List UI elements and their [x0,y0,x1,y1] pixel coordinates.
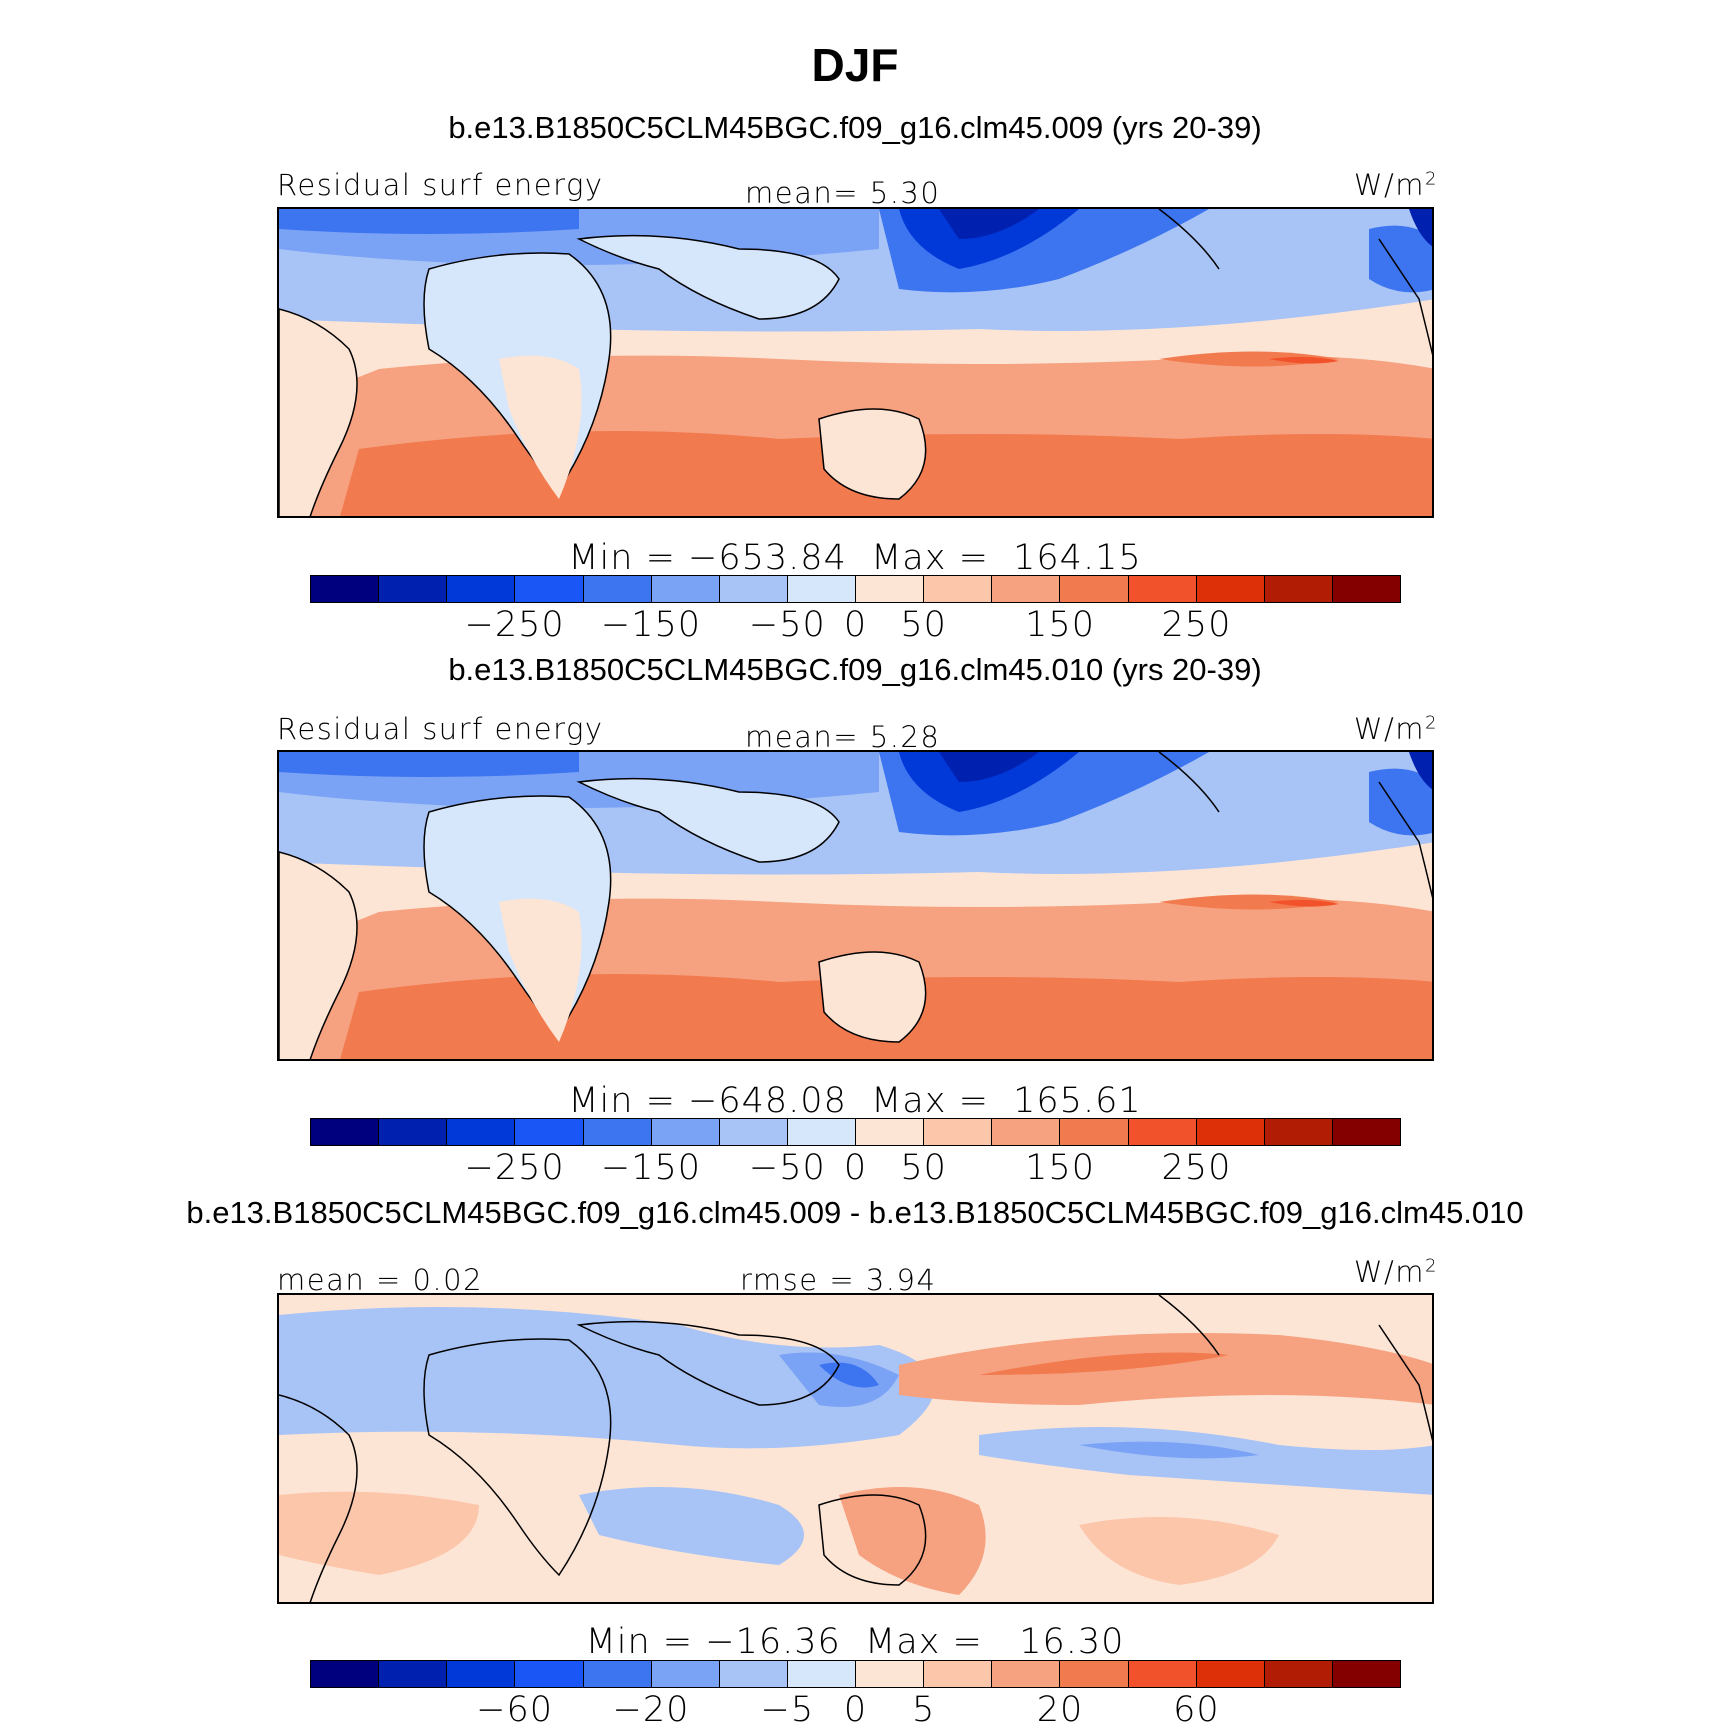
colorbar-1-segment [1060,576,1129,602]
colorbar-2-segment [379,1119,448,1145]
colorbar-2-tick-label: 150 [1025,1148,1095,1188]
colorbar-3-tick-label: 0 [843,1690,868,1730]
panel-1-title: b.e13.B1850C5CLM45BGC.f09_g16.clm45.009 … [448,110,1262,145]
panel-2-variable-label: Residual surf energy [277,712,604,746]
panel-3-colorbar [310,1660,1401,1688]
colorbar-3-segment [1196,1661,1265,1687]
colorbar-3-segment [447,1661,516,1687]
colorbar-3-segment [719,1661,788,1687]
colorbar-2-segment [651,1119,720,1145]
colorbar-2-tick-label: 0 [843,1148,868,1188]
panel-3-rmse-label: rmse = 3.94 [740,1263,937,1297]
colorbar-2-segment [311,1119,380,1145]
colorbar-1-segment [856,576,925,602]
colorbar-2-tick-label: −150 [600,1148,702,1188]
colorbar-2-tick-label: −50 [748,1148,826,1188]
panel-2-unit-label: W/m2 [1353,712,1438,746]
panel-2-colorbar [310,1118,1401,1146]
colorbar-3-segment [1264,1661,1333,1687]
colorbar-1-segment [1264,576,1333,602]
colorbar-2-segment [1128,1119,1197,1145]
colorbar-3-tick-label: −20 [612,1690,690,1730]
colorbar-1-segment [1332,576,1400,602]
colorbar-3-segment [1128,1661,1197,1687]
colorbar-2-segment [1060,1119,1129,1145]
colorbar-3-segment [787,1661,856,1687]
panel-3-unit-label: W/m2 [1353,1255,1438,1289]
panel-3-map [277,1293,1434,1604]
colorbar-3-tick-label: 5 [912,1690,936,1730]
colorbar-2-tick-label: 250 [1161,1148,1232,1188]
colorbar-2-segment [856,1119,925,1145]
colorbar-1-segment [583,576,652,602]
colorbar-1-segment [651,576,720,602]
panel-1-mean-label: mean= 5.30 [745,176,941,210]
panel-2-map [277,750,1434,1061]
colorbar-1-segment [379,576,448,602]
colorbar-2-segment [992,1119,1061,1145]
panel-3-title: b.e13.B1850C5CLM45BGC.f09_g16.clm45.009 … [186,1195,1524,1230]
panel-3-mean-label: mean = 0.02 [277,1263,484,1297]
panel-1-map [277,207,1434,518]
colorbar-3-segment [583,1661,652,1687]
colorbar-3-tick-label: −60 [476,1690,553,1730]
colorbar-2-segment [1264,1119,1333,1145]
colorbar-2-tick-label: 50 [900,1148,947,1188]
colorbar-3-segment [311,1661,380,1687]
colorbar-2-segment [924,1119,993,1145]
colorbar-1-segment [924,576,993,602]
colorbar-1-segment [992,576,1061,602]
colorbar-2-segment [1196,1119,1265,1145]
colorbar-1-segment [719,576,788,602]
colorbar-1-tick-label: 150 [1025,605,1095,645]
colorbar-3-segment [1060,1661,1129,1687]
colorbar-1-tick-label: 0 [843,605,868,645]
colorbar-3-segment [924,1661,993,1687]
colorbar-2-segment [583,1119,652,1145]
colorbar-3-tick-label: −5 [760,1690,815,1730]
colorbar-3-segment [1332,1661,1400,1687]
panel-1-colorbar [310,575,1401,603]
colorbar-3-tick-label: 20 [1036,1690,1084,1730]
colorbar-1-segment [515,576,584,602]
panel-1-map-svg [279,209,1432,516]
colorbar-3-segment [651,1661,720,1687]
panel-3-min-max: Min = −16.36 Max = 16.30 [585,1622,1125,1662]
colorbar-3-segment [856,1661,925,1687]
colorbar-2-segment [1332,1119,1400,1145]
colorbar-1-segment [1128,576,1197,602]
colorbar-1-tick-label: −250 [464,605,565,645]
colorbar-2-segment [719,1119,788,1145]
panel-2-min-max: Min = −648.08 Max = 165.61 [568,1081,1142,1121]
panel-1-min-max: Min = −653.84 Max = 164.15 [568,538,1142,578]
colorbar-3-segment [992,1661,1061,1687]
panel-2-mean-label: mean= 5.28 [745,720,941,754]
panel-2-map-svg [279,752,1432,1059]
colorbar-2-segment [515,1119,584,1145]
colorbar-2-segment [447,1119,516,1145]
colorbar-1-segment [1196,576,1265,602]
colorbar-1-segment [447,576,516,602]
colorbar-2-segment [787,1119,856,1145]
colorbar-1-tick-label: −50 [748,605,826,645]
colorbar-1-tick-label: 250 [1161,605,1232,645]
colorbar-2-tick-label: −250 [464,1148,565,1188]
panel-3-map-svg [279,1295,1432,1602]
panel-2-title: b.e13.B1850C5CLM45BGC.f09_g16.clm45.010 … [448,652,1262,687]
colorbar-1-tick-label: −150 [600,605,702,645]
colorbar-3-segment [379,1661,448,1687]
colorbar-3-tick-label: 60 [1173,1690,1220,1730]
panel-1-unit-label: W/m2 [1353,168,1438,202]
colorbar-3-segment [515,1661,584,1687]
panel-1-variable-label: Residual surf energy [277,168,604,202]
colorbar-1-segment [311,576,380,602]
figure-title: DJF [811,39,899,91]
colorbar-1-segment [787,576,856,602]
colorbar-1-tick-label: 50 [900,605,947,645]
